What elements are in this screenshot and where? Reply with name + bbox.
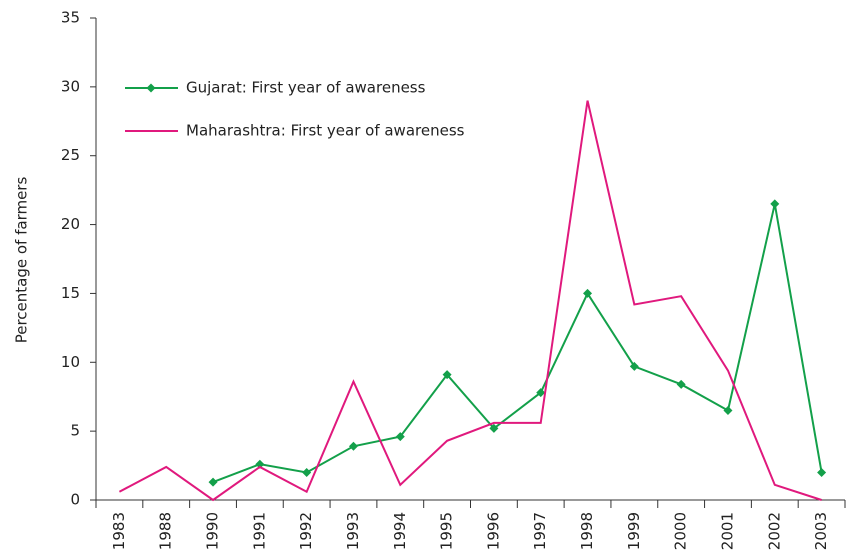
x-tick-label: 1997 bbox=[531, 512, 549, 550]
x-tick-label: 1998 bbox=[578, 512, 596, 550]
y-tick-label: 15 bbox=[61, 284, 80, 302]
marker bbox=[583, 288, 593, 298]
series-line bbox=[212, 203, 823, 484]
legend-label: Maharashtra: First year of awareness bbox=[186, 122, 465, 140]
marker bbox=[442, 370, 452, 380]
x-tick-label: 2001 bbox=[718, 512, 736, 550]
marker bbox=[489, 423, 499, 433]
y-axis-label: Percentage of farmers bbox=[13, 177, 31, 344]
marker bbox=[348, 441, 358, 451]
marker bbox=[255, 459, 265, 469]
x-tick-label: 1983 bbox=[110, 512, 128, 550]
x-tick-label: 1988 bbox=[157, 512, 175, 550]
legend-label: Gujarat: First year of awareness bbox=[186, 79, 426, 97]
marker bbox=[395, 432, 405, 442]
y-tick-label: 30 bbox=[61, 77, 80, 95]
x-tick-label: 1994 bbox=[391, 512, 409, 550]
x-tick-label: 2000 bbox=[672, 512, 690, 550]
x-tick-label: 1999 bbox=[625, 512, 643, 550]
marker bbox=[770, 199, 780, 209]
x-tick-label: 1991 bbox=[250, 512, 268, 550]
y-tick-label: 0 bbox=[70, 491, 80, 509]
y-tick-label: 35 bbox=[61, 9, 80, 27]
y-tick-label: 20 bbox=[61, 215, 80, 233]
legend-marker bbox=[146, 83, 156, 93]
x-tick-label: 2002 bbox=[765, 512, 783, 550]
x-tick-label: 1995 bbox=[438, 512, 456, 550]
x-tick-label: 1996 bbox=[484, 512, 502, 550]
y-tick-label: 25 bbox=[61, 146, 80, 164]
y-tick-label: 10 bbox=[61, 353, 80, 371]
marker bbox=[817, 467, 827, 477]
marker bbox=[723, 405, 733, 415]
x-tick-label: 1990 bbox=[204, 512, 222, 550]
marker bbox=[629, 361, 639, 371]
marker bbox=[208, 477, 218, 487]
x-tick-label: 2003 bbox=[812, 512, 830, 550]
series-line bbox=[118, 100, 822, 502]
y-tick-label: 5 bbox=[70, 422, 80, 440]
marker bbox=[302, 467, 312, 477]
x-tick-label: 1992 bbox=[297, 512, 315, 550]
marker bbox=[676, 379, 686, 389]
marker bbox=[536, 388, 546, 398]
x-tick-label: 1993 bbox=[344, 512, 362, 550]
